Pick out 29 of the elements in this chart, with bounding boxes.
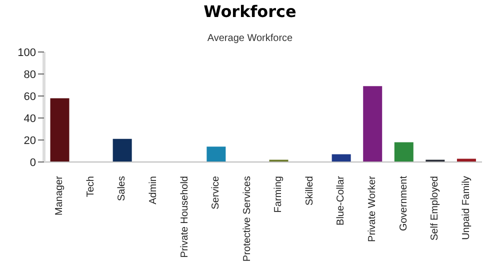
x-tick-label: Government (398, 176, 410, 232)
x-tick-label: Private Household (179, 176, 190, 258)
x-tick-label: Farming (273, 176, 284, 213)
y-tick-label: 0 (30, 156, 36, 169)
chart-title: Workforce (202, 2, 298, 21)
x-tick-label: Skilled (304, 176, 316, 206)
bar (112, 138, 132, 162)
y-tick-label: 80 (24, 68, 36, 81)
y-tick-label: 40 (24, 112, 36, 125)
x-tick-label: Tech (85, 176, 96, 198)
bar (394, 142, 414, 162)
y-tick-label: 20 (24, 134, 36, 147)
x-tick-label: Blue-Collar (336, 175, 347, 226)
y-tick-label: 60 (24, 90, 36, 103)
x-tick-label: Manager (54, 175, 66, 216)
bar (363, 86, 382, 162)
x-tick-label: Service (210, 176, 222, 210)
y-tick-label: 100 (18, 46, 36, 59)
bar (206, 146, 226, 162)
bar (456, 158, 476, 162)
x-tick-label: Unpaid Family (460, 176, 472, 240)
chart-subtitle: Average Workforce (206, 33, 294, 44)
x-tick-label: Private Worker (367, 175, 378, 242)
bar (50, 98, 70, 162)
x-tick-label: Self Employed (430, 176, 441, 240)
x-tick-label: Sales (116, 176, 128, 202)
bar (332, 154, 351, 162)
x-tick-label: Protective Services (242, 176, 253, 262)
x-tick-label: Admin (148, 176, 159, 204)
